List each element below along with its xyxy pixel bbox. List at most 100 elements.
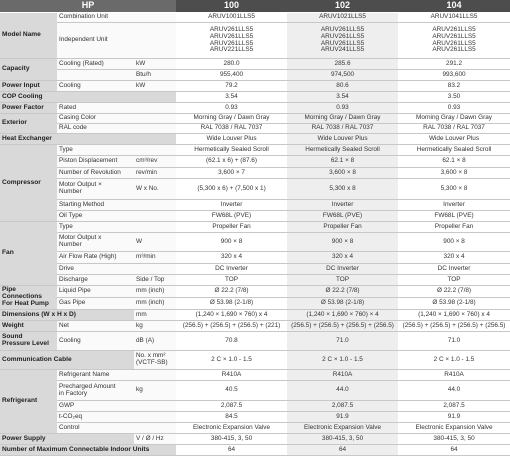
item-label: Motor Output x Number: [57, 232, 134, 252]
item-label: Precharged Amount in Factory: [57, 380, 134, 401]
table-row: Drive DC Inverter DC Inverter DC Inverter: [0, 263, 510, 275]
value-cell: TOP: [398, 274, 510, 286]
unit-label: [134, 12, 177, 23]
table-row: Air Flow Rate (High) m³/min 320 x 4 320 x 4…: [0, 251, 510, 264]
spec-body: Model Name Combination Unit ARUV1001LLS5 AR…: [0, 12, 510, 456]
value-cell: 320 x 4: [398, 251, 510, 264]
value-cell: RAL 7038 / RAL 7037: [176, 123, 288, 134]
value-cell: 40.5: [176, 380, 288, 401]
item-label: Cooling: [57, 80, 134, 92]
value-cell: 900 × 8: [398, 232, 510, 252]
value-cell: 320 x 4: [287, 251, 399, 264]
value-cell: ARUV1001LLS5: [176, 12, 288, 23]
value-cell: 62.1 × 8: [398, 155, 510, 168]
item-label: GWP: [57, 400, 134, 412]
unit-label: [134, 411, 177, 423]
value-cell: 71.0: [398, 331, 510, 351]
model-header: 100: [176, 0, 288, 13]
value-cell: 91.9: [287, 411, 399, 423]
value-cell: FW68L (PVE): [398, 210, 510, 222]
item-label: Oil Type: [57, 210, 134, 222]
unit-label: [134, 263, 177, 275]
value-cell: Hermetically Sealed Scroll: [176, 144, 288, 156]
value-cell: Wide Louver Plus: [176, 133, 288, 145]
group-label: Model Name: [0, 12, 57, 59]
table-row: Weight Net kg (256.5) + (256.5) + (256.5) +…: [0, 320, 510, 332]
group-label: Exterior: [0, 113, 57, 134]
table-row: GWP 2,087.5 2,087.5 2,087.5: [0, 400, 510, 412]
value-cell: 5,300 x 8: [287, 178, 399, 200]
value-cell: 2 C × 1.0 - 1.5: [287, 350, 399, 370]
unit-label: kg: [134, 380, 177, 401]
unit-label: mm (inch): [134, 297, 177, 310]
value-cell: Ø 22.2 (7/8): [176, 285, 288, 298]
value-cell: 80.6: [287, 80, 399, 92]
value-cell: 285.6: [287, 58, 399, 70]
unit-label: mm (inch): [134, 285, 177, 298]
value-cell: 3,600 × 8: [398, 167, 510, 179]
unit-label: [134, 102, 177, 114]
value-cell: FW68L (PVE): [287, 210, 399, 222]
table-row: Number of Revolution rev/min 3,600 × 7 3,60…: [0, 167, 510, 179]
value-cell: (256.5) + (256.5) + (256.5) + (221): [176, 320, 288, 332]
table-row: Refrigerant Refrigerant Name R410A R410A R41…: [0, 369, 510, 434]
unit-label: [134, 221, 177, 233]
value-cell: 380-415, 3, 50: [398, 433, 510, 445]
table-row: Communication Cable No. x mm² (VCTF-SB) 2 C…: [0, 350, 510, 370]
value-cell: 71.0: [287, 331, 399, 351]
item-label: Drive: [57, 263, 134, 275]
item-label: Independent Unit: [57, 22, 134, 59]
item-label: Piston Displacement: [57, 155, 134, 168]
value-cell: 2 C × 1.0 - 1.5: [398, 350, 510, 370]
table-row: Power Supply V / Ø / Hz 380-415, 3, 50 380-…: [0, 433, 510, 445]
table-row: Exterior Casing Color Morning Gray / Dawn …: [0, 113, 510, 134]
value-cell: Morning Gray / Dawn Gray: [287, 113, 399, 124]
table-row: Control Electronic Expansion Valve Electro…: [0, 422, 510, 434]
group-label: Refrigerant: [0, 369, 57, 434]
value-cell: (1,240 × 1,690 × 760) x 4: [176, 309, 288, 321]
table-row: Starting Method Inverter Inverter Inverter: [0, 199, 510, 211]
table-row: Btu/h 955,400 974,500 993,600: [0, 69, 510, 81]
value-cell: 3.50: [398, 91, 510, 103]
value-cell: 5,300 × 8: [398, 178, 510, 200]
value-cell: DC Inverter: [287, 263, 399, 275]
item-label: Combination Unit: [57, 12, 134, 23]
table-row: Fan Type Propeller Fan Propeller Fan Propell…: [0, 221, 510, 286]
value-cell: R410A: [287, 369, 399, 381]
header-row: HP 100 102 104: [0, 0, 510, 13]
value-cell: Propeller Fan: [287, 221, 399, 233]
item-label: Control: [57, 422, 134, 434]
item-label: Type: [57, 144, 134, 156]
value-cell: 3.54: [176, 91, 288, 103]
value-cell: ARUV1041LLS5: [398, 12, 510, 23]
group-label: Weight: [0, 320, 57, 332]
value-cell: Inverter: [398, 199, 510, 211]
value-cell: Electronic Expansion Valve: [287, 422, 399, 434]
group-label: Heat Exchanger: [0, 133, 177, 145]
value-cell: 83.2: [398, 80, 510, 92]
value-cell: ARUV1021LLS5: [287, 12, 399, 23]
table-row: Oil Type FW68L (PVE) FW68L (PVE) FW68L (PVE…: [0, 210, 510, 222]
value-cell: 380-415, 3, 50: [176, 433, 288, 445]
table-row: Capacity Cooling (Rated) kW 280.0 285.6 291.2: [0, 58, 510, 81]
group-label: Power Input: [0, 80, 57, 92]
unit-label: [134, 144, 177, 156]
value-cell: (1,240 × 1,690 × 760) × 4: [287, 309, 399, 321]
unit-label: kW: [134, 80, 177, 92]
table-row: COP Cooling 3.54 3.54 3.50: [0, 91, 510, 103]
item-label: Starting Method: [57, 199, 134, 211]
model-header: 102: [287, 0, 399, 13]
value-cell: (1,240 × 1,690 × 760) x 4: [398, 309, 510, 321]
item-label: Number of Revolution: [57, 167, 134, 179]
table-row: Compressor Type Hermetically Sealed Scroll…: [0, 144, 510, 222]
group-label: Dimensions (W x H x D): [0, 309, 134, 321]
value-cell: Morning Gray / Dawn Gray: [176, 113, 288, 124]
unit-label: [134, 369, 177, 381]
unit-label: W: [134, 232, 177, 252]
value-cell: Ø 53.98 (2-1/8): [398, 297, 510, 310]
item-label: Rated: [57, 102, 134, 114]
table-row: Motor Output × Number W x No. (5,300 x 6) +…: [0, 178, 510, 200]
value-cell: 62.1 × 8: [287, 155, 399, 168]
value-cell: 2,087.5: [176, 400, 288, 412]
value-cell: 70.8: [176, 331, 288, 351]
